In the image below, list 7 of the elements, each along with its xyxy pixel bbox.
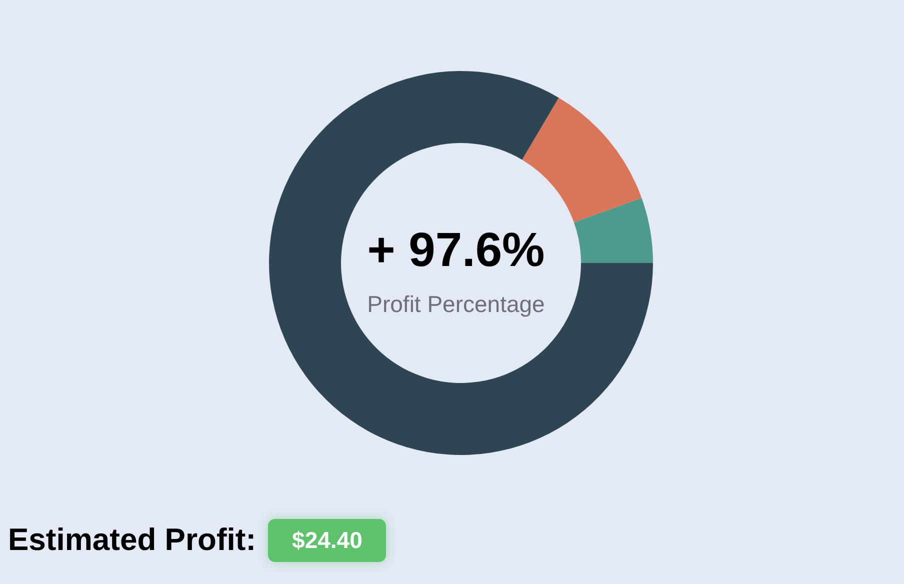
badge: $24.40 [268,518,386,562]
text: + 97.6% [366,223,546,279]
text: Estimated Profit: [8,522,256,558]
text: Profit Percentage [366,290,546,318]
donut-slice [269,71,653,455]
donut-slice [574,198,653,263]
donut-slice [522,98,642,222]
